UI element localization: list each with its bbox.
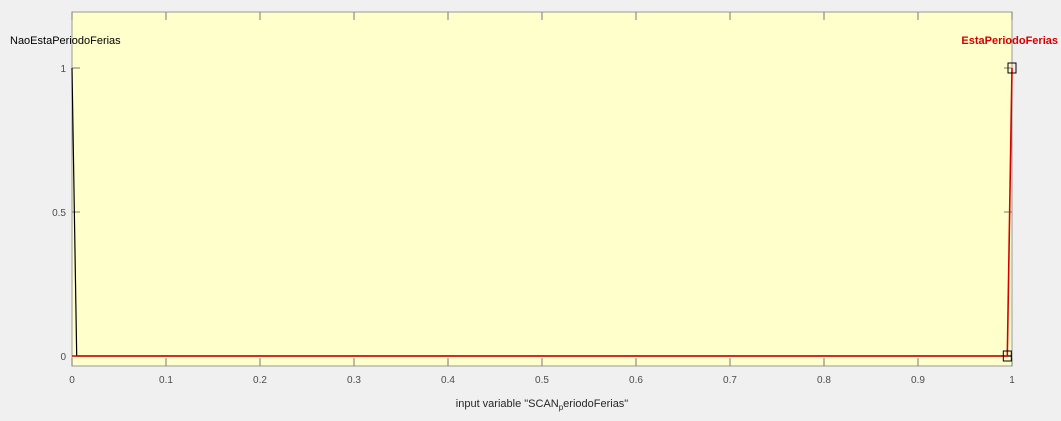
x-tick-label: 1 [1009,375,1015,386]
point-handle[interactable] [1007,62,1017,74]
x-tick-label: 0.3 [347,375,361,386]
plot-background [71,11,1013,367]
x-tick-label: 0.2 [253,375,267,386]
x-tick-label: 0.7 [723,375,737,386]
y-tick-label: 1 [60,64,66,75]
series-label-NaoEstaPeriodoFerias: NaoEstaPeriodoFerias [10,35,121,47]
tick-labels: 0 0.1 0.2 0.3 0.4 0.5 0.6 0.7 0.8 0.9 1 0 0.5 1 [52,64,1015,386]
x-tick-label: 0.5 [535,375,549,386]
series-label-EstaPeriodoFerias: EstaPeriodoFerias [961,35,1058,47]
x-tick-label: 0.4 [441,375,455,386]
x-tick-label: 0.8 [817,375,831,386]
point-handles [1002,62,1017,362]
x-tick-label: 0 [69,375,75,386]
series-labels: NaoEstaPeriodoFerias EstaPeriodoFerias [10,35,1058,47]
x-tick-label: 0.6 [629,375,643,386]
x-axis-label: input variable "SCANperiodoFerias" [456,398,629,412]
y-tick-label: 0.5 [52,208,66,219]
point-handle[interactable] [1002,350,1012,362]
x-tick-label: 0.1 [159,375,173,386]
y-tick-label: 0 [60,352,66,363]
series-lines [71,67,1013,357]
series-line-EstaPeriodoFerias [72,67,1013,357]
x-tick-label: 0.9 [911,375,925,386]
